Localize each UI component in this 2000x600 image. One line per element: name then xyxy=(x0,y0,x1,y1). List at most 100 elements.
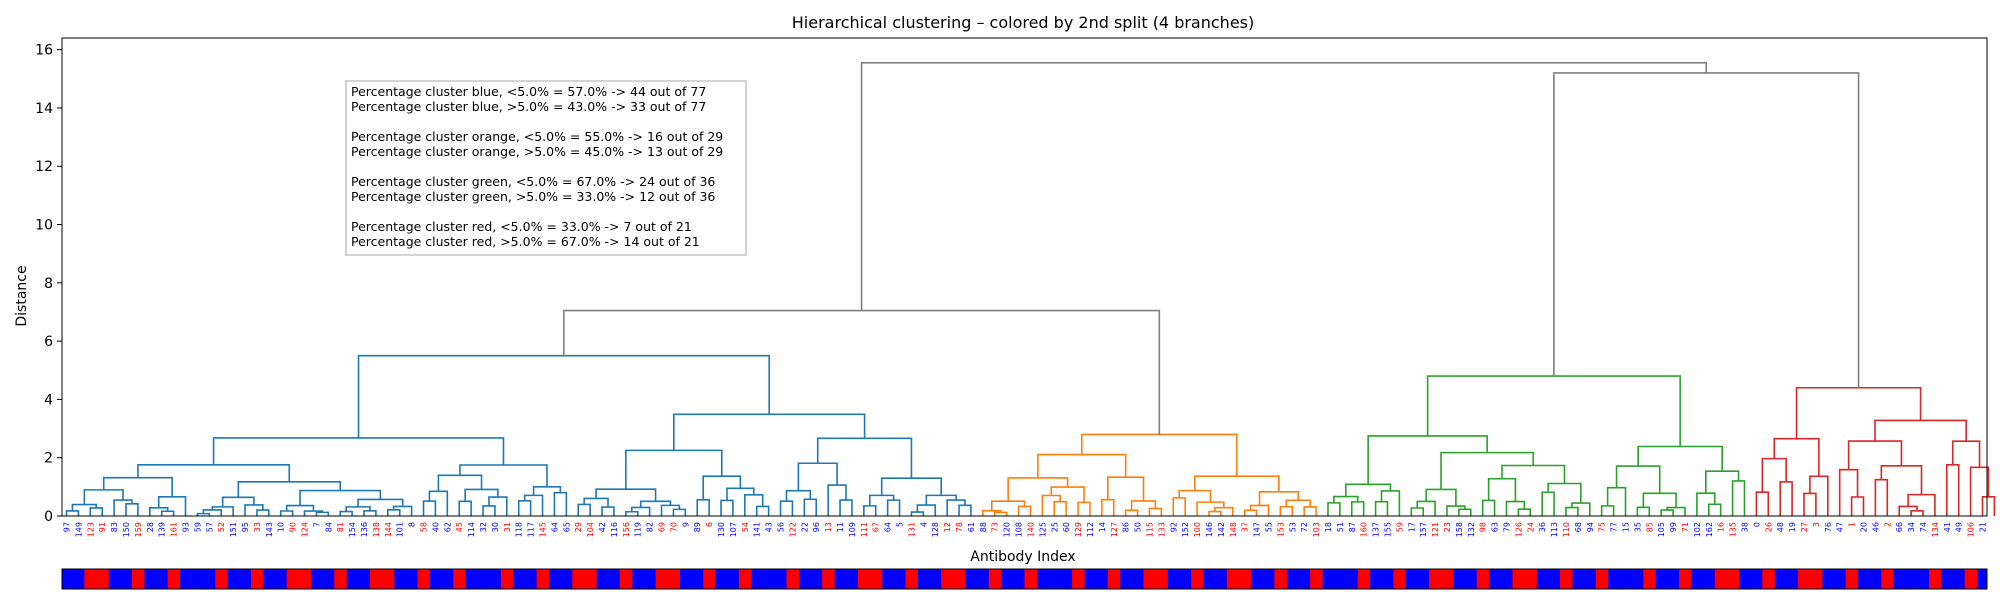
leaf-label: 3 xyxy=(1812,522,1821,527)
color-bar-segment xyxy=(131,569,145,589)
leaf-label: 5 xyxy=(896,522,905,527)
leaf-label: 13 xyxy=(824,522,833,532)
color-bar-segment xyxy=(1714,569,1728,589)
branch-blue xyxy=(428,490,449,516)
leaf-label: 90 xyxy=(289,522,298,532)
leaf-label: 65 xyxy=(562,522,571,532)
color-bar-segment xyxy=(584,569,597,589)
branch-green xyxy=(1505,500,1526,516)
branch-blue xyxy=(744,493,764,516)
branch-green xyxy=(1481,499,1496,516)
branch-red xyxy=(1847,440,1903,470)
color-bar-segment xyxy=(1429,569,1442,589)
leaf-label: 76 xyxy=(1824,522,1833,532)
color-bar-segment xyxy=(667,569,680,589)
branch-blue xyxy=(125,503,139,516)
branch-blue xyxy=(392,505,413,516)
link-upper xyxy=(563,309,1161,435)
color-bar-segment xyxy=(334,569,347,589)
color-bar-segment xyxy=(215,569,228,589)
annotation-box: Percentage cluster blue, <5.0% = 57.0% -… xyxy=(345,80,747,256)
leaf-label: 49 xyxy=(1955,522,1964,532)
branch-blue xyxy=(357,354,770,438)
color-bar-segment xyxy=(1524,569,1537,589)
branch-red xyxy=(1951,440,1981,468)
leaf-label: 4 xyxy=(919,522,928,527)
leaf-label: 127 xyxy=(1110,522,1119,537)
leaf-label: 159 xyxy=(134,522,143,537)
branch-blue xyxy=(726,487,755,501)
color-bar-segment xyxy=(1560,569,1573,589)
leaf-label: 144 xyxy=(384,522,393,537)
leaf-label: 14 xyxy=(1098,522,1107,532)
leaf-label: 62 xyxy=(443,522,452,532)
branch-orange xyxy=(982,509,1002,516)
leaf-label: 75 xyxy=(1598,522,1607,532)
color-bar-segment xyxy=(941,569,954,589)
leaf-label: 1 xyxy=(1848,522,1857,527)
color-bar-segment xyxy=(381,569,395,589)
branch-blue xyxy=(211,506,234,516)
branch-blue xyxy=(827,484,847,516)
annotation-line: Percentage cluster orange, >5.0% = 45.0%… xyxy=(351,144,723,159)
color-bar-segment xyxy=(786,569,799,589)
color-bar-segment xyxy=(84,569,97,589)
branch-blue xyxy=(673,413,866,451)
branch-orange xyxy=(1007,477,1069,502)
leaf-label: 128 xyxy=(931,522,940,537)
branch-blue xyxy=(137,463,291,482)
branch-blue xyxy=(755,505,770,516)
y-tick-label: 8 xyxy=(44,276,53,292)
leaf-label: 85 xyxy=(1645,522,1654,532)
leaf-label: 104 xyxy=(586,522,595,537)
branch-green xyxy=(1606,486,1627,516)
leaf-label: 121 xyxy=(1431,522,1440,537)
leaf-label: 24 xyxy=(1526,522,1535,532)
dendrogram-links xyxy=(65,61,1996,516)
color-bar-segment xyxy=(1881,569,1894,589)
branch-red xyxy=(1898,505,1918,516)
branch-red xyxy=(1981,495,1996,516)
leaf-label: 134 xyxy=(1931,522,1940,537)
branch-green xyxy=(1327,502,1341,516)
leaf-label: 50 xyxy=(1134,522,1143,532)
leaf-label: 79 xyxy=(1502,522,1511,532)
branch-orange xyxy=(1050,486,1085,503)
branch-blue xyxy=(149,506,169,516)
branch-blue xyxy=(160,510,175,516)
leaf-label: 15 xyxy=(1621,522,1630,532)
branch-orange xyxy=(1178,489,1212,503)
branch-blue xyxy=(925,494,957,506)
color-bar-segment xyxy=(655,569,669,589)
leaf-label: 48 xyxy=(1776,522,1785,532)
leaf-label: 27 xyxy=(1800,522,1809,532)
leaf-label: 143 xyxy=(265,522,274,537)
leaf-label: 25 xyxy=(1050,522,1059,532)
leaf-label: 19 xyxy=(1788,522,1797,532)
branch-orange xyxy=(1249,504,1270,516)
leaf-label: 103 xyxy=(1312,522,1321,537)
leaf-label: 139 xyxy=(158,522,167,537)
leaf-labels: 97 149 123 91 83 150 159 28 139 161 93 59 57 52 151 95 3… xyxy=(63,522,1988,537)
leaf-label: 162 xyxy=(1705,522,1714,537)
branch-orange xyxy=(1148,507,1163,516)
branch-green xyxy=(1666,506,1686,516)
branch-blue xyxy=(886,499,901,516)
leaf-label: 31 xyxy=(503,522,512,532)
branch-orange xyxy=(1279,505,1294,516)
leaf-label: 10 xyxy=(277,522,286,532)
leaf-label: 84 xyxy=(324,522,333,532)
leaf-label: 115 xyxy=(1145,522,1154,537)
branch-orange xyxy=(993,511,1008,516)
leaf-label: 152 xyxy=(1181,522,1190,537)
branch-orange xyxy=(1053,500,1067,516)
branch-blue xyxy=(660,504,681,516)
branch-red xyxy=(1910,510,1924,516)
branch-orange xyxy=(1101,498,1115,516)
color-bar-segment xyxy=(738,569,752,589)
leaf-label: 145 xyxy=(539,522,548,537)
leaf-label: 102 xyxy=(1693,522,1702,537)
branch-red xyxy=(1874,419,1967,442)
leaf-label: 91 xyxy=(98,522,107,532)
branch-blue xyxy=(315,511,330,516)
